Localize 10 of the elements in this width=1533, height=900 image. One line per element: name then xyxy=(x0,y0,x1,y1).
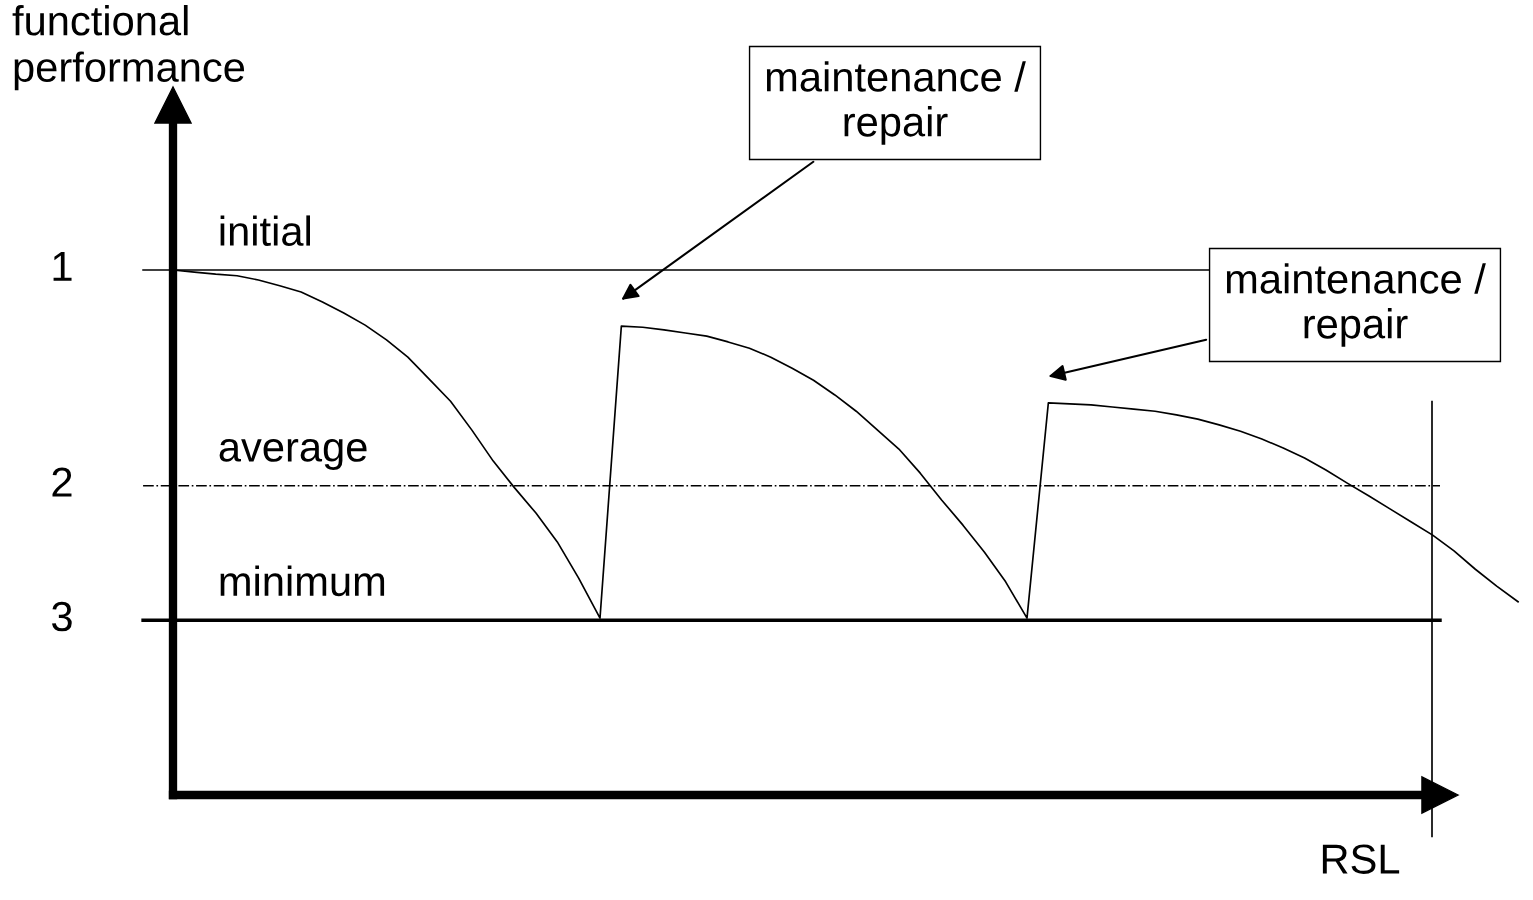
x-axis-title: RSL xyxy=(1322,844,1400,874)
ref-line-label: minimum xyxy=(220,565,385,597)
y-axis-title: functional performance xyxy=(12,5,245,91)
ref-line-label: average xyxy=(219,438,367,471)
text: 1 xyxy=(53,252,72,281)
ref-line-label: initial xyxy=(220,215,310,247)
text: 3 xyxy=(51,601,72,632)
text: 2 xyxy=(52,467,72,497)
text: maintenance / repair xyxy=(766,61,1026,145)
annotation: maintenance / repair xyxy=(1226,263,1486,347)
